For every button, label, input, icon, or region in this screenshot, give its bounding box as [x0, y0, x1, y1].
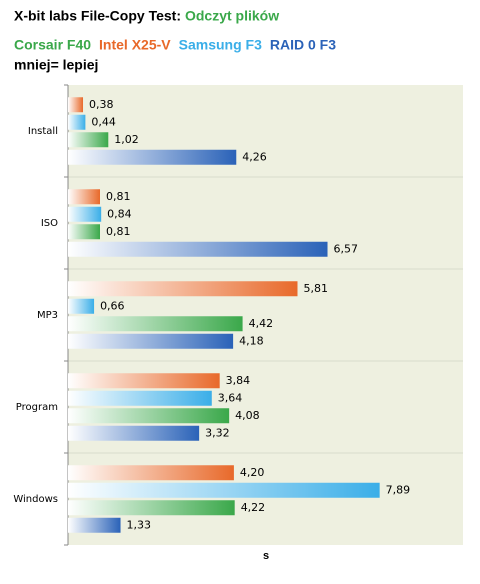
bar	[68, 97, 84, 113]
value-label: 0,81	[106, 190, 130, 203]
value-label: 4,26	[242, 150, 267, 163]
bar	[68, 408, 230, 424]
bar	[68, 390, 212, 406]
value-label: 5,81	[303, 282, 328, 295]
bar	[68, 281, 298, 297]
legend-entry: Intel X25-V	[99, 37, 171, 53]
category-label: Program	[16, 402, 58, 413]
legend-entry: RAID 0 F3	[270, 37, 336, 53]
value-label: 3,32	[205, 426, 230, 439]
value-label: 0,38	[89, 98, 114, 111]
bar	[68, 500, 235, 516]
category-label: MP3	[37, 310, 58, 321]
value-label: 4,20	[240, 466, 265, 479]
value-label: 4,22	[241, 501, 266, 514]
bar	[68, 224, 100, 240]
bar	[68, 482, 380, 498]
bar	[68, 149, 237, 165]
value-label: 0,66	[100, 299, 125, 312]
chart-subtitle: Odczyt plików	[185, 8, 279, 24]
value-label: 7,89	[386, 483, 411, 496]
bar	[68, 298, 95, 314]
value-label: 3,84	[226, 374, 251, 387]
value-label: 4,18	[239, 334, 263, 347]
value-label: 0,44	[91, 115, 116, 128]
bar	[68, 206, 102, 222]
category-label: Windows	[13, 494, 58, 505]
bar	[68, 241, 328, 257]
legend-entry: Corsair F40	[14, 37, 91, 53]
value-label: 3,64	[218, 391, 243, 404]
x-axis-label: s	[263, 550, 269, 562]
value-label: 0,81	[106, 225, 130, 238]
bar	[68, 189, 100, 205]
bar	[68, 333, 234, 349]
bar	[68, 373, 220, 389]
bar	[68, 465, 234, 481]
value-label: 0,84	[107, 207, 131, 220]
value-label: 1,02	[114, 133, 139, 146]
value-label: 4,08	[235, 409, 260, 422]
value-label: 6,57	[334, 242, 359, 255]
category-label: ISO	[41, 218, 58, 229]
chart-title: X-bit labs File-Copy Test:	[14, 8, 181, 24]
value-label: 4,42	[249, 317, 274, 330]
value-label: 1,33	[127, 518, 152, 531]
note: mniej= lepiej	[14, 57, 98, 73]
bar	[68, 316, 243, 332]
bar	[68, 425, 200, 441]
bar	[68, 114, 86, 130]
category-label: Install	[28, 126, 58, 137]
bar	[68, 517, 121, 533]
legend-entry: Samsung F3	[179, 37, 262, 53]
bar	[68, 132, 109, 148]
